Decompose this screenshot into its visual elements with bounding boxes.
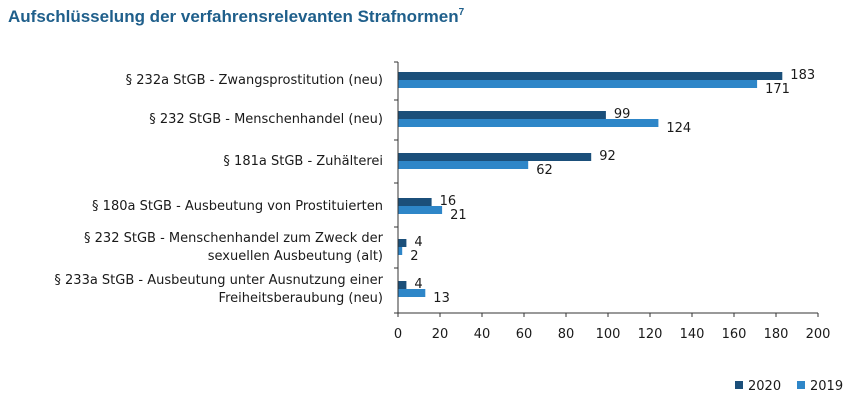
category-labels: § 232a StGB - Zwangsprostitution (neu) § … [54,73,383,306]
x-tick-label: 80 [558,327,575,342]
category-label: § 180a StGB - Ausbeutung von Prostituier… [92,199,383,214]
data-label-2019-3: 21 [450,208,467,223]
bar-2020-1 [398,111,606,119]
bar-2019-2 [398,161,529,169]
bar-2019-4 [398,247,403,255]
legend-label-2020: 2020 [748,379,781,394]
x-tick-label: 100 [596,327,621,342]
x-tick-label: 40 [474,327,491,342]
x-tick-label: 160 [722,327,747,342]
legend-label-2019: 2019 [810,379,843,394]
category-label: § 232a StGB - Zwangsprostitution (neu) [126,73,383,88]
bar-2020-4 [398,239,407,247]
bar-2019-3 [398,206,443,214]
category-label: sexuellen Ausbeutung (alt) [208,249,383,264]
data-label-2020-1: 99 [614,107,631,122]
data-label-2020-0: 183 [790,68,815,83]
category-label: § 232 StGB - Menschenhandel zum Zweck de… [84,231,384,246]
category-label: Freiheitsberaubung (neu) [219,291,383,306]
bars: 183 99 92 16 4 4 171 124 62 21 2 13 [398,68,815,306]
data-label-2020-2: 92 [599,149,616,164]
bar-2019-0 [398,80,758,88]
data-label-2019-5: 13 [433,291,450,306]
x-axis: 0 20 40 60 80 100 120 140 160 180 200 [394,61,831,342]
x-tick-label: 200 [806,327,831,342]
data-label-2019-1: 124 [666,121,691,136]
legend: 2020 2019 [735,379,843,394]
category-label: § 233a StGB - Ausbeutung unter Ausnutzun… [54,273,383,288]
bar-2019-5 [398,289,426,297]
data-label-2019-0: 171 [765,82,790,97]
data-label-2020-3: 16 [440,194,457,209]
bar-2020-2 [398,153,592,161]
data-label-2019-2: 62 [536,163,553,178]
bar-2020-5 [398,281,407,289]
chart-title: Aufschlüsselung der verfahrensrelevanten… [8,7,465,26]
bar-2019-1 [398,119,659,127]
legend-swatch-2020 [735,381,743,389]
legend-swatch-2019 [797,381,805,389]
bar-2020-3 [398,198,432,206]
x-tick-label: 140 [680,327,705,342]
bar-2020-0 [398,72,783,80]
x-tick-label: 180 [764,327,789,342]
data-label-2020-4: 4 [414,235,422,250]
x-tick-label: 20 [432,327,449,342]
x-tick-label: 60 [516,327,533,342]
x-tick-label: 0 [394,327,402,342]
x-tick-label: 120 [638,327,663,342]
title-footnote: 7 [459,7,465,18]
category-label: § 181a StGB - Zuhälterei [223,154,383,169]
category-label: § 232 StGB - Menschenhandel (neu) [149,112,383,127]
data-label-2020-5: 4 [414,277,422,292]
data-label-2019-4: 2 [410,249,418,264]
